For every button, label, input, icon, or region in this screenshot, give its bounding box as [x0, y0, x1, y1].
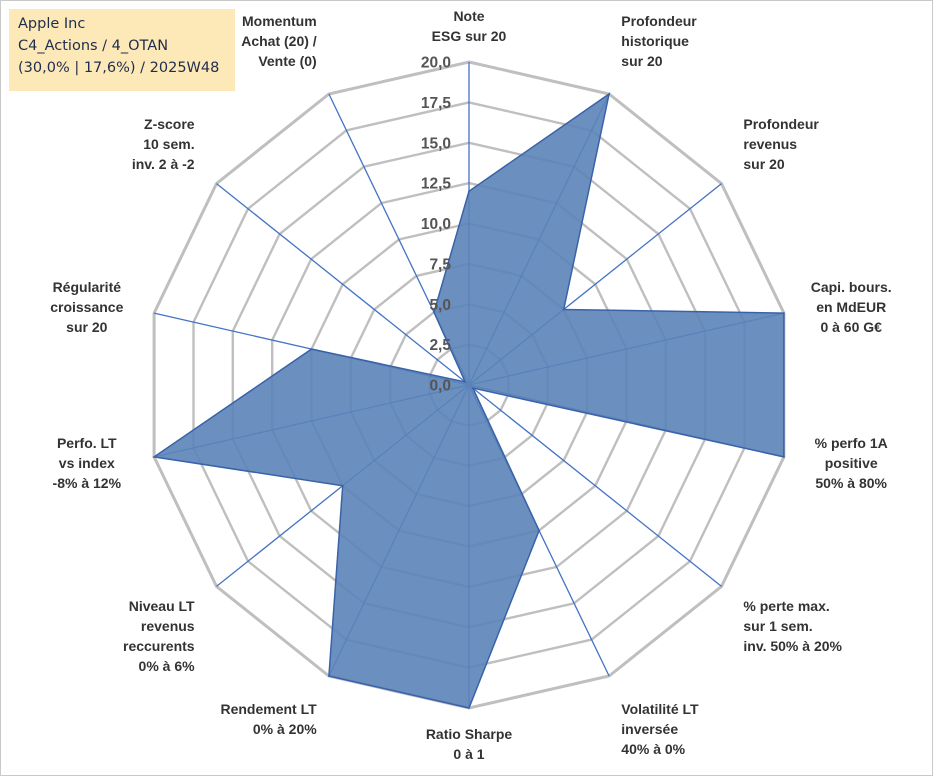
series-point [608, 93, 610, 95]
axis-label-line: Niveau LT [129, 598, 195, 614]
axis-label-line: 50% à 80% [815, 475, 887, 491]
tick-label: 0,0 [429, 378, 451, 395]
radar-ticks: 0,0 2,5 5,0 7,5 10,0 12,5 15,0 17,5 20,0 [421, 55, 452, 395]
axis-label-line: 40% à 0% [621, 741, 685, 757]
axis-label-line: Profondeur [743, 116, 819, 132]
axis-label-line: Profondeur [621, 13, 697, 29]
radar-axis-labels: Note ESG sur 20 Profondeur historique sur 20… [50, 8, 891, 762]
series-point [310, 348, 313, 350]
series-point [464, 381, 467, 383]
axis-label: Ratio Sharpe 0 à 1 [426, 726, 513, 762]
axis-label-line: Perfo. LT [57, 435, 117, 451]
axis-label-line: vs index [59, 455, 115, 471]
tick-label: 15,0 [421, 135, 451, 152]
axis-label: Profondeur historique sur 20 [621, 13, 697, 69]
axis-label-line: historique [621, 33, 689, 49]
axis-label-line: Momentum [242, 13, 317, 29]
axis-label-line: 0 à 60 G€ [820, 319, 882, 335]
axis-label: Régularité croissance sur 20 [50, 279, 123, 335]
axis-label: Profondeur revenus sur 20 [743, 116, 819, 172]
axis-label-line: ESG sur 20 [432, 28, 507, 44]
axis-label: Z-score 10 sem. inv. 2 à -2 [132, 116, 195, 172]
series-point [328, 675, 330, 677]
series-point [562, 308, 565, 311]
axis-label: Niveau LT revenus reccurents 0% à 6% [123, 598, 195, 674]
tick-label: 20,0 [421, 55, 451, 72]
axis-label: Perfo. LT vs index -8% à 12% [53, 435, 122, 491]
axis-label-line: inv. 2 à -2 [132, 156, 195, 172]
axis-label-line: positive [825, 455, 878, 471]
axis-label: % perte max. sur 1 sem. inv. 50% à 20% [743, 598, 842, 654]
axis-label: Note ESG sur 20 [432, 8, 507, 44]
axis-label-line: % perfo 1A [815, 435, 888, 451]
axis-label-line: Régularité [53, 279, 122, 295]
series-point [783, 312, 785, 314]
axis-spoke [468, 384, 722, 587]
axis-label-line: Z-score [144, 116, 195, 132]
axis-label-line: en MdEUR [816, 299, 886, 315]
tick-label: 2,5 [429, 337, 451, 354]
axis-label-line: % perte max. [743, 598, 829, 614]
series-point [433, 311, 435, 314]
axis-label: Rendement LT 0% à 20% [220, 701, 317, 737]
series-point [472, 387, 474, 389]
axis-label-line: Volatilité LT [621, 701, 699, 717]
axis-label-line: Vente (0) [258, 53, 316, 69]
tick-label: 5,0 [429, 297, 451, 314]
series-point [468, 707, 470, 709]
axis-label-line: croissance [50, 299, 123, 315]
axis-label-line: inv. 50% à 20% [743, 638, 842, 654]
axis-label-line: 0% à 20% [253, 721, 317, 737]
axis-label-line: Rendement LT [220, 701, 317, 717]
info-box: Apple Inc C4_Actions / 4_OTAN (30,0% | 1… [9, 9, 235, 91]
series-point [783, 456, 785, 458]
axis-label-line: sur 1 sem. [743, 618, 812, 634]
axis-label-line: Note [453, 8, 484, 24]
info-category: C4_Actions / 4_OTAN [18, 38, 169, 54]
info-stats: (30,0% | 17,6%) / 2025W48 [18, 60, 220, 76]
tick-label: 7,5 [429, 256, 451, 273]
axis-label-line: sur 20 [621, 53, 662, 69]
axis-label: Capi. bours. en MdEUR 0 à 60 G€ [811, 279, 892, 335]
tick-label: 17,5 [421, 95, 452, 112]
axis-spoke [216, 183, 470, 386]
axis-label-line: Achat (20) / [241, 33, 317, 49]
series-point [341, 484, 344, 487]
tick-label: 10,0 [421, 216, 451, 233]
axis-label-line: revenus [141, 618, 195, 634]
axis-label-line: revenus [743, 136, 797, 152]
axis-label-line: 10 sem. [143, 136, 194, 152]
axis-label-line: Capi. bours. [811, 279, 892, 295]
axis-label-line: 0% à 6% [139, 658, 196, 674]
info-company: Apple Inc [18, 16, 86, 32]
tick-label: 12,5 [421, 176, 452, 193]
axis-label-line: inversée [621, 721, 678, 737]
axis-label-line: sur 20 [66, 319, 107, 335]
axis-label: Momentum Achat (20) / Vente (0) [241, 13, 317, 69]
radar-series [152, 92, 785, 709]
axis-label-line: -8% à 12% [53, 475, 122, 491]
axis-label-line: reccurents [123, 638, 195, 654]
series-point [538, 529, 540, 532]
axis-label-line: Ratio Sharpe [426, 726, 513, 742]
axis-label: Volatilité LT inversée 40% à 0% [621, 701, 699, 757]
series-point [153, 456, 155, 458]
axis-label-line: 0 à 1 [453, 746, 484, 762]
axis-label-line: sur 20 [743, 156, 784, 172]
axis-label: % perfo 1A positive 50% à 80% [815, 435, 888, 491]
series-point [468, 190, 470, 192]
